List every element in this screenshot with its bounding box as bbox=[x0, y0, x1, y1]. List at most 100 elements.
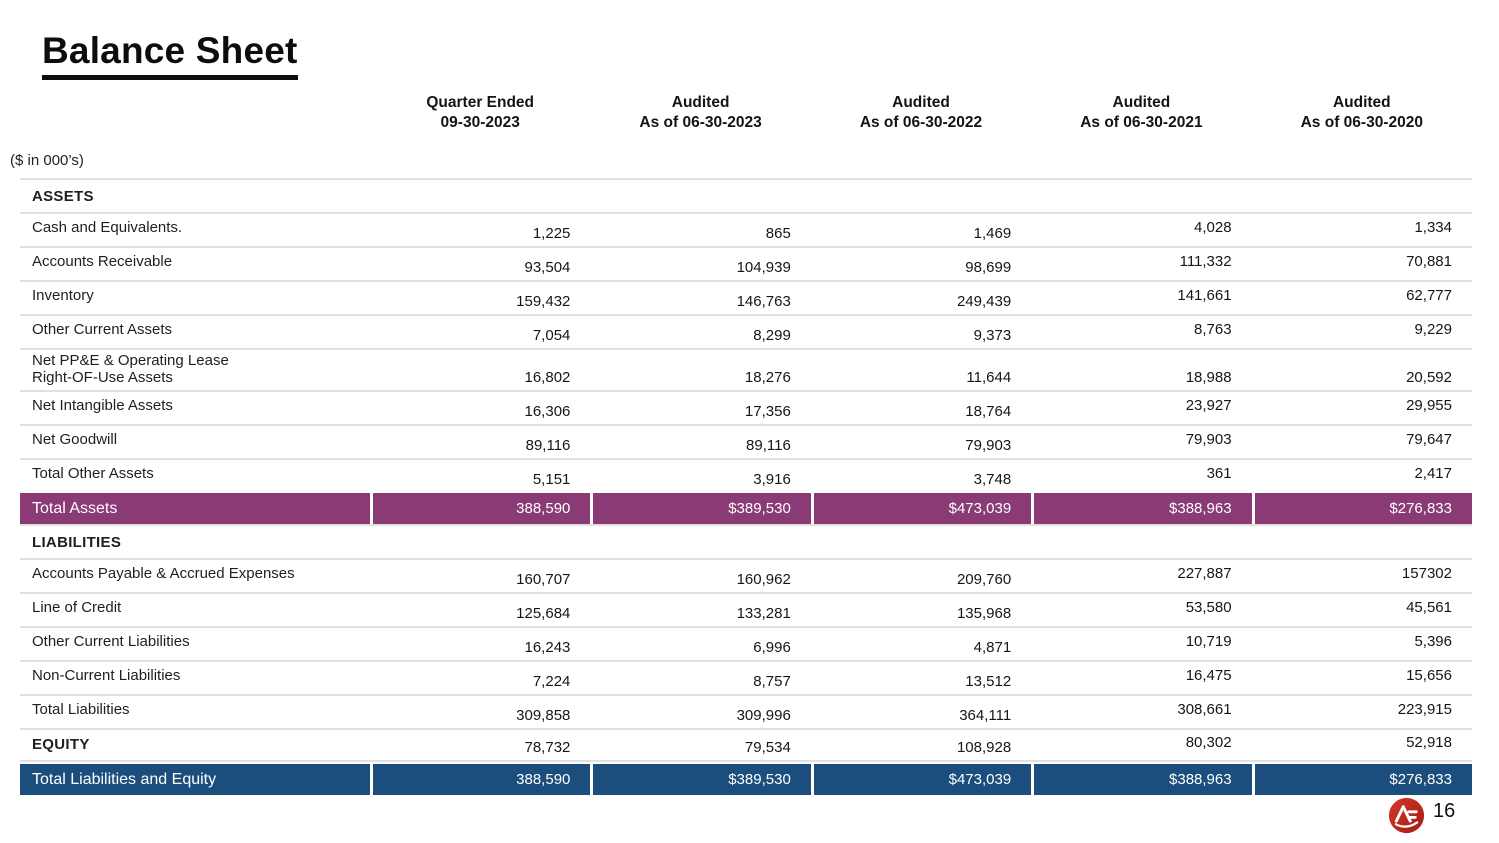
row-label: Total Assets bbox=[20, 493, 370, 524]
row-label: Net Goodwill bbox=[32, 431, 118, 448]
cell-value: 309,858 bbox=[516, 707, 571, 724]
cell-value: 80,302 bbox=[1185, 734, 1232, 751]
cell-value: $276,833 bbox=[1254, 764, 1472, 795]
units-note: ($ in 000’s) bbox=[10, 152, 84, 169]
cell-value: 8,763 bbox=[1194, 321, 1232, 338]
cell-value: 13,512 bbox=[965, 673, 1012, 690]
cell-value: 388,590 bbox=[373, 764, 591, 795]
cell-value: 16,802 bbox=[524, 369, 571, 386]
cell-value: $276,833 bbox=[1254, 493, 1472, 524]
cell-value: $389,530 bbox=[593, 493, 811, 524]
row-label: ASSETS bbox=[32, 187, 94, 205]
section-row: ASSETS bbox=[20, 178, 1472, 212]
cell-value: $473,039 bbox=[813, 764, 1032, 795]
cell-value: 2,417 bbox=[1414, 465, 1452, 482]
cell-value: 89,116 bbox=[746, 437, 791, 454]
cell-value: 78,732 bbox=[524, 739, 571, 756]
row-label: Net Intangible Assets bbox=[32, 397, 173, 414]
column-header-line1: Audited bbox=[892, 94, 950, 111]
column-header-audited-2023: Audited As of 06-30-2023 bbox=[590, 93, 810, 133]
row-label: Line of Credit bbox=[32, 599, 122, 616]
cell-value: 223,915 bbox=[1397, 701, 1452, 718]
cell-value: 29,955 bbox=[1406, 397, 1452, 414]
cell-value: 3,916 bbox=[753, 471, 791, 488]
cell-value: 146,763 bbox=[736, 293, 791, 310]
page-title: Balance Sheet bbox=[42, 30, 298, 80]
cell-value bbox=[1031, 180, 1251, 212]
cell-value: 11,644 bbox=[966, 369, 1012, 386]
row-label: Cash and Equivalents. bbox=[32, 219, 183, 236]
row-label: Accounts Receivable bbox=[32, 253, 173, 270]
column-header-line1: Audited bbox=[671, 94, 730, 111]
cell-value: 4,871 bbox=[973, 639, 1012, 656]
cell-value bbox=[1252, 180, 1472, 212]
cell-value bbox=[370, 526, 590, 558]
cell-value: 52,918 bbox=[1406, 734, 1452, 751]
table-row: Inventory 159,432 146,763 249,439 141,661 62,… bbox=[20, 280, 1472, 314]
cell-value: 249,439 bbox=[956, 293, 1012, 310]
cell-value: 16,475 bbox=[1185, 667, 1232, 684]
row-label: Accounts Payable & Accrued Expenses bbox=[32, 565, 295, 582]
cell-value: 104,939 bbox=[736, 259, 791, 276]
cell-value: $388,963 bbox=[1034, 493, 1252, 524]
cell-value: 70,881 bbox=[1406, 253, 1452, 270]
cell-value: 9,373 bbox=[973, 327, 1012, 344]
table-row: Accounts Payable & Accrued Expenses 160,7… bbox=[20, 558, 1472, 592]
company-logo-icon bbox=[1388, 797, 1425, 834]
row-label: Total Other Assets bbox=[32, 465, 154, 482]
table-row: Other Current Liabilities 16,243 6,996 4,87… bbox=[20, 626, 1472, 660]
cell-value: 5,151 bbox=[532, 471, 571, 488]
table-row: Cash and Equivalents. 1,225 865 1,469 4,028 1… bbox=[20, 212, 1472, 246]
cell-value: 7,224 bbox=[532, 673, 571, 690]
cell-value: 15,656 bbox=[1406, 667, 1452, 684]
cell-value: $389,530 bbox=[593, 764, 811, 795]
cell-value: 79,903 bbox=[1185, 431, 1232, 448]
row-label: EQUITY bbox=[32, 736, 90, 753]
cell-value: 125,684 bbox=[516, 605, 571, 622]
cell-value: 8,757 bbox=[753, 673, 791, 690]
column-header-line1: Audited bbox=[1332, 94, 1391, 111]
cell-value: 5,396 bbox=[1414, 633, 1452, 650]
cell-value: 135,968 bbox=[956, 605, 1012, 622]
column-header-line2: As of 06-30-2022 bbox=[859, 114, 983, 131]
cell-value: 8,299 bbox=[753, 327, 791, 344]
table-row: Net Goodwill 89,116 89,116 79,903 79,903 79,6… bbox=[20, 424, 1472, 458]
cell-value: 23,927 bbox=[1185, 397, 1232, 414]
column-header-audited-2021: Audited As of 06-30-2021 bbox=[1031, 93, 1251, 133]
cell-value: 157302 bbox=[1401, 565, 1452, 582]
cell-value bbox=[370, 180, 590, 212]
table-column-headers: Quarter Ended 09-30-2023 Audited As of 0… bbox=[20, 93, 1472, 133]
table-row: EQUITY 78,732 79,534 108,928 80,302 52,918 bbox=[20, 728, 1472, 762]
cell-value: 17,356 bbox=[744, 403, 791, 420]
section-row: LIABILITIES bbox=[20, 524, 1472, 558]
cell-value: 62,777 bbox=[1406, 287, 1452, 304]
column-header-line1: Quarter Ended bbox=[426, 94, 535, 111]
cell-value: 133,281 bbox=[736, 605, 791, 622]
cell-value: 160,962 bbox=[736, 571, 791, 588]
cell-value: 93,504 bbox=[524, 259, 571, 276]
row-label: Inventory bbox=[32, 287, 94, 304]
column-header-line2: As of 06-30-2023 bbox=[639, 114, 762, 131]
cell-value bbox=[1031, 526, 1251, 558]
cell-value: 1,334 bbox=[1414, 219, 1452, 236]
table-row: Other Current Assets 7,054 8,299 9,373 8,763… bbox=[20, 314, 1472, 348]
cell-value: 141,661 bbox=[1177, 287, 1232, 304]
cell-value: $388,963 bbox=[1034, 764, 1252, 795]
cell-value: 227,887 bbox=[1177, 565, 1232, 582]
table-row: Total Liabilities 309,858 309,996 364,111 30… bbox=[20, 694, 1472, 728]
cell-value: 79,647 bbox=[1406, 431, 1452, 448]
cell-value: 18,764 bbox=[965, 403, 1012, 420]
column-header-quarter-ended: Quarter Ended 09-30-2023 bbox=[370, 93, 590, 133]
row-label: Total Liabilities and Equity bbox=[20, 764, 370, 795]
table-row: Net Intangible Assets 16,306 17,356 18,764 2… bbox=[20, 390, 1472, 424]
page-number: 16 bbox=[1433, 800, 1456, 822]
cell-value: 865 bbox=[765, 225, 791, 242]
cell-value: 3,748 bbox=[973, 471, 1012, 488]
table-row: Net PP&E & Operating Lease Right-OF-Use … bbox=[20, 348, 1472, 390]
cell-value: 1,469 bbox=[973, 225, 1012, 242]
row-label: Total Liabilities bbox=[32, 701, 130, 718]
cell-value bbox=[1252, 526, 1472, 558]
row-label: LIABILITIES bbox=[32, 533, 122, 551]
cell-value: 79,903 bbox=[965, 437, 1012, 454]
